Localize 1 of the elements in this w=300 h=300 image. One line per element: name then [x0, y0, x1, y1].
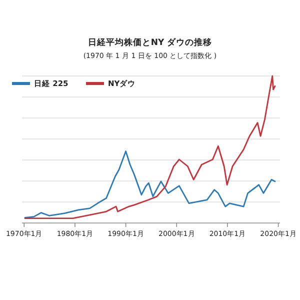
- chart-title: 日経平均株価とNY ダウの推移: [88, 37, 212, 48]
